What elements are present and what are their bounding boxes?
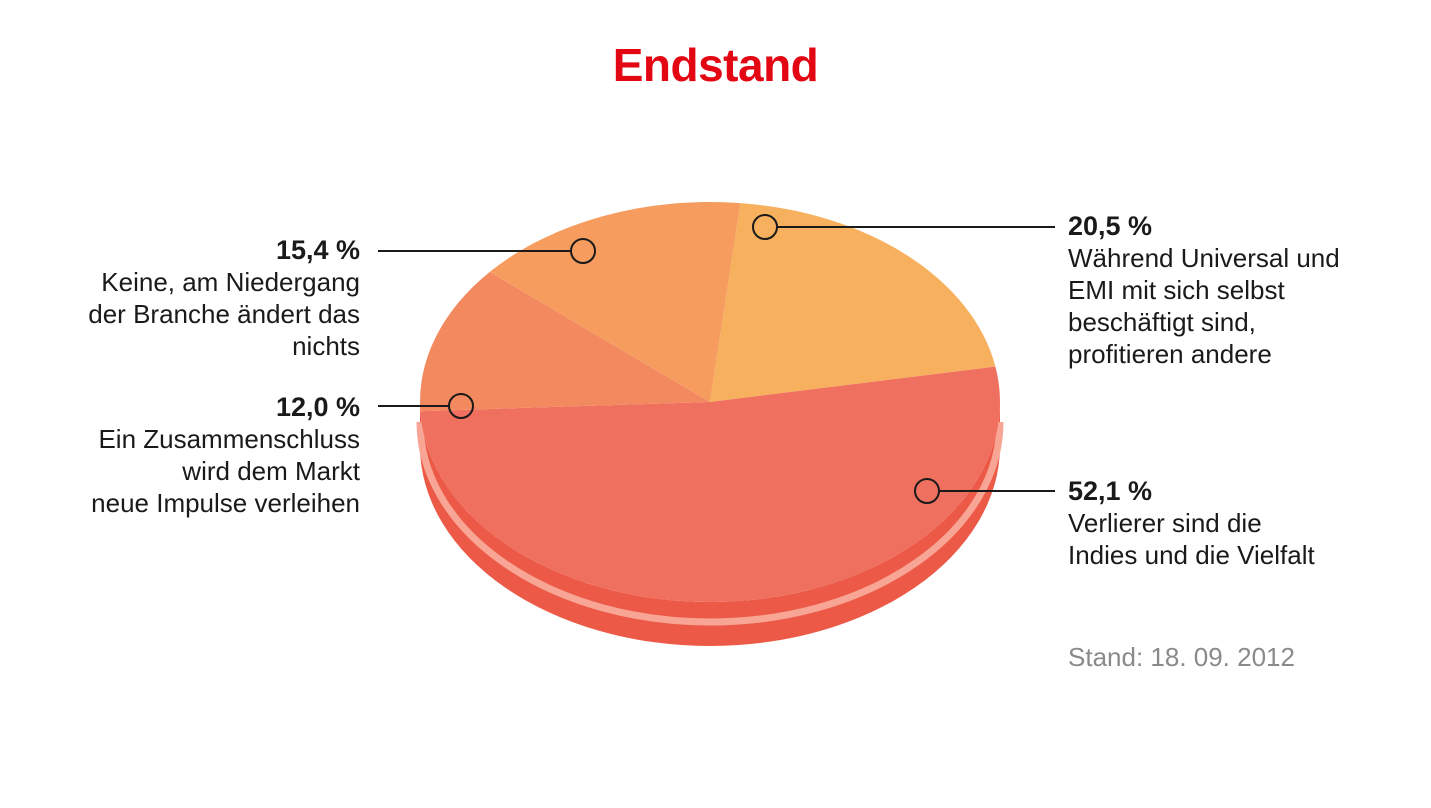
pie-slice-3 — [420, 271, 710, 412]
slice-4-value: 15,4 % — [275, 235, 360, 265]
slice-3-description: Ein Zusammenschluss wird dem Markt neue … — [91, 424, 360, 518]
leader-marker-2 — [914, 478, 940, 504]
leader-marker-3 — [448, 393, 474, 419]
slice-1-value: 20,5 % — [1068, 211, 1153, 241]
slice-1-description: Während Universal und EMI mit sich selbs… — [1068, 243, 1340, 369]
leader-marker-4 — [570, 238, 596, 264]
chart-title: Endstand — [612, 39, 819, 91]
leader-marker-1 — [752, 214, 778, 240]
slice-3-value: 12,0 % — [275, 392, 360, 422]
pie-slice-4 — [489, 202, 741, 402]
pie-slice-1 — [710, 203, 996, 402]
pie-side — [416, 402, 1004, 646]
label-slice-3: 12,0 % Ein Zusammenschluss wird dem Mark… — [91, 391, 360, 519]
slice-4-description: Keine, am Niedergang der Branche ändert … — [88, 267, 360, 361]
pie-side-wall — [420, 402, 1000, 646]
leader-lines — [378, 214, 1055, 504]
label-slice-4: 15,4 % Keine, am Niedergang der Branche … — [88, 234, 360, 362]
pie-side-rim — [416, 421, 1004, 626]
label-slice-1: 20,5 % Während Universal und EMI mit sic… — [1068, 210, 1340, 370]
pie-top — [420, 202, 1001, 603]
date-note: Stand: 18. 09. 2012 — [1068, 642, 1295, 672]
label-slice-2: 52,1 % Verlierer sind die Indies und die… — [1068, 475, 1315, 571]
pie-slice-2 — [420, 366, 1001, 603]
slice-2-description: Verlierer sind die Indies und die Vielfa… — [1068, 508, 1315, 570]
slice-2-value: 52,1 % — [1068, 476, 1153, 506]
